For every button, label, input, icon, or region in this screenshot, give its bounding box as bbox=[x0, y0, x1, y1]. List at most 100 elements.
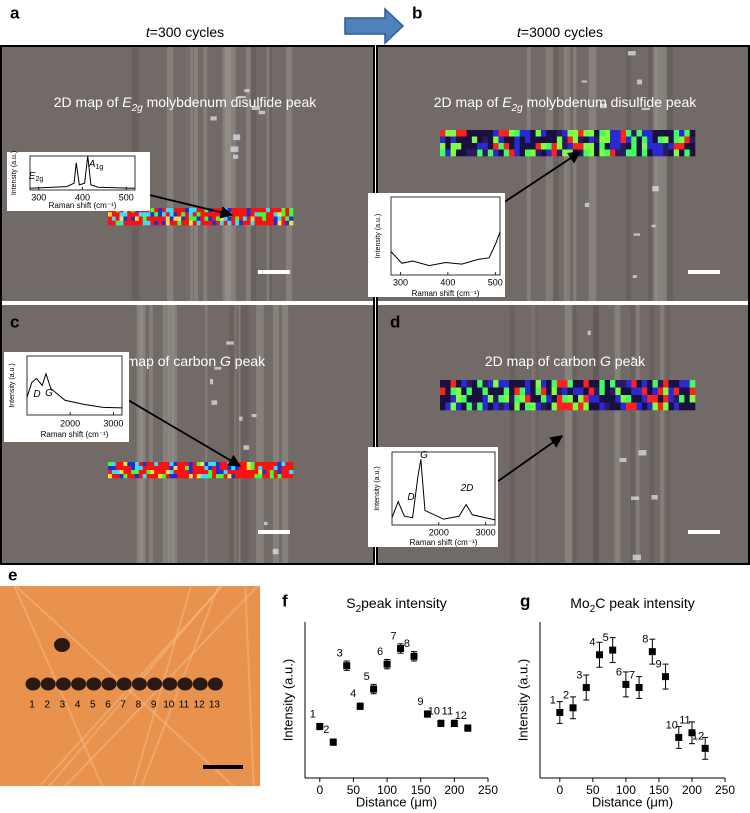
peak-label-part: G bbox=[420, 450, 428, 461]
map-pixel bbox=[215, 462, 221, 467]
map-pixel bbox=[625, 395, 632, 403]
map-pixel bbox=[212, 212, 217, 217]
chart-title-part: 2 bbox=[590, 604, 596, 615]
map-pixel bbox=[239, 208, 244, 213]
map-pixel bbox=[509, 402, 515, 411]
map-pixel bbox=[509, 149, 515, 157]
map-pixel bbox=[461, 136, 467, 144]
map-pixel bbox=[119, 216, 124, 222]
map-pixel bbox=[673, 136, 680, 144]
map-pixel bbox=[258, 462, 263, 467]
debris bbox=[226, 341, 234, 345]
map-pixel bbox=[572, 380, 579, 388]
map-pixel bbox=[647, 402, 653, 411]
point-label: 2 bbox=[563, 690, 569, 702]
map-pixel bbox=[219, 466, 224, 471]
map-pixel bbox=[689, 395, 696, 403]
wear-track bbox=[193, 47, 199, 301]
data-point bbox=[688, 729, 696, 737]
data-point bbox=[556, 708, 564, 716]
debris bbox=[630, 496, 640, 501]
map-pixel bbox=[177, 220, 182, 226]
map-pixel bbox=[625, 136, 632, 144]
map-pixel bbox=[173, 462, 178, 467]
map-pixel bbox=[242, 474, 248, 479]
map-pixel bbox=[219, 462, 224, 467]
map-pixel bbox=[689, 130, 696, 137]
debris bbox=[239, 416, 243, 421]
map-pixel bbox=[551, 149, 558, 157]
map-pixel bbox=[258, 220, 263, 226]
map-pixel bbox=[461, 149, 467, 157]
inset-xlabel: Raman shift (cm⁻¹) bbox=[410, 538, 478, 547]
map-pixel bbox=[239, 462, 244, 467]
wear-track bbox=[246, 47, 251, 301]
map-pixel bbox=[461, 402, 467, 411]
map-pixel bbox=[525, 395, 531, 403]
map-pixel bbox=[111, 212, 117, 217]
map-pixel bbox=[185, 470, 190, 475]
map-pixel bbox=[119, 466, 124, 471]
map-pixel bbox=[266, 470, 271, 475]
map-pixel bbox=[509, 143, 515, 150]
map-pixel bbox=[165, 220, 170, 226]
map-pixel bbox=[266, 462, 271, 467]
debris bbox=[233, 154, 239, 159]
map-pixel bbox=[519, 136, 526, 144]
wear-track bbox=[509, 305, 516, 563]
map-pixel bbox=[679, 130, 685, 137]
wear-track bbox=[285, 47, 293, 301]
map-pixel bbox=[578, 402, 584, 411]
map-pixel bbox=[588, 402, 595, 411]
map-pixel bbox=[525, 149, 531, 157]
point-label: 3 bbox=[337, 648, 343, 660]
panel-letter: a bbox=[10, 3, 20, 22]
map-pixel bbox=[181, 474, 186, 479]
map-title-part: 2D map of carbon bbox=[105, 353, 220, 369]
map-pixel bbox=[208, 470, 213, 475]
map-pixel bbox=[196, 212, 201, 217]
map-pixel bbox=[119, 462, 124, 467]
map-pixel bbox=[158, 216, 163, 222]
inset-tick-label: 500 bbox=[119, 192, 134, 202]
map-pixel bbox=[493, 387, 499, 396]
map-pixel bbox=[684, 143, 690, 150]
map-pixel bbox=[551, 402, 558, 411]
map-pixel bbox=[266, 466, 271, 471]
map-pixel bbox=[487, 402, 494, 411]
spectrum bbox=[391, 459, 496, 521]
map-pixel bbox=[239, 212, 244, 217]
map-pixel bbox=[196, 462, 201, 467]
map-pixel bbox=[604, 130, 611, 137]
inset-box bbox=[368, 447, 498, 547]
map-pixel bbox=[169, 474, 174, 479]
map-pixel bbox=[604, 136, 611, 144]
map-pixel bbox=[455, 136, 462, 144]
map-pixel bbox=[108, 216, 113, 222]
map-pixel bbox=[466, 395, 473, 403]
wear-track bbox=[552, 47, 559, 301]
map-pixel bbox=[540, 136, 547, 144]
map-pixel bbox=[119, 212, 124, 217]
map-pixel bbox=[134, 470, 140, 475]
map-pixel bbox=[254, 208, 259, 213]
map-pixel bbox=[181, 220, 186, 226]
map-pixel bbox=[588, 149, 595, 157]
chart-title-part: Mo bbox=[570, 595, 590, 611]
map-pixel bbox=[684, 130, 690, 137]
map-pixel bbox=[572, 387, 579, 396]
wear-track bbox=[635, 305, 640, 563]
debris bbox=[651, 495, 658, 500]
map-pixel bbox=[192, 208, 197, 213]
map-pixel bbox=[530, 149, 536, 157]
map-pixel bbox=[604, 387, 611, 396]
map-pixel bbox=[546, 136, 552, 144]
map-pixel bbox=[455, 380, 462, 388]
map-pixel bbox=[285, 466, 290, 471]
map-pixel bbox=[215, 208, 221, 213]
panel-letter: d bbox=[390, 312, 400, 331]
map-pixel bbox=[445, 380, 451, 388]
map-pixel bbox=[204, 466, 209, 471]
map-pixel bbox=[689, 149, 696, 157]
map-pixel bbox=[519, 402, 526, 411]
